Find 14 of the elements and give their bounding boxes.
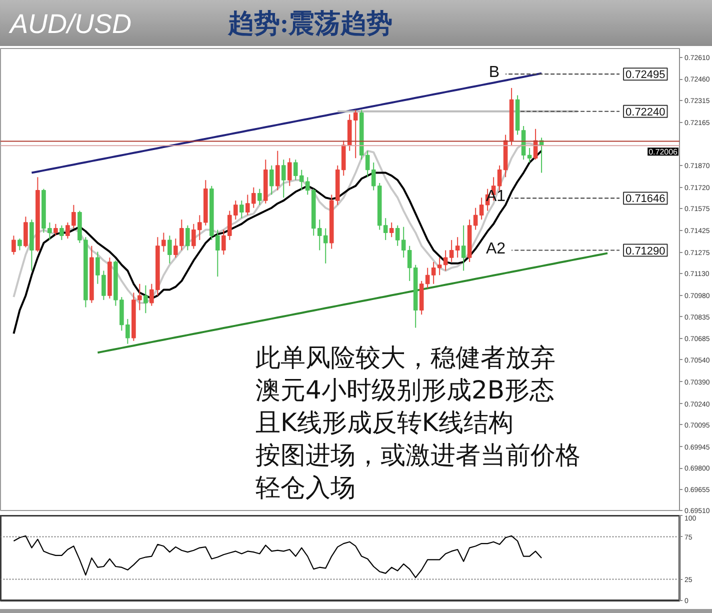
data-label: 0.72240 [626,106,666,118]
ref-line-label: 0.72006 [648,148,678,157]
annotation: 轻仓入场 [256,472,356,502]
chart-title: AUD/USD [10,8,132,41]
data-label: 0.71646 [626,193,666,206]
annotation: 此单风险较大，稳健者放弃 [256,343,556,372]
series-label: A2 [486,240,506,258]
series-label: B [488,64,500,82]
data-label: 0.71290 [626,245,666,258]
data-label: 0.72495 [626,69,666,82]
annotation: 澳元4小时级别形成2B形态 [256,376,554,405]
chart-subtitle: 趋势:震荡趋势 [228,8,393,40]
annotation: 按图进场，或激进者当前价格 [256,440,581,470]
annotation: 且K线形成反转K线结构 [256,408,514,438]
